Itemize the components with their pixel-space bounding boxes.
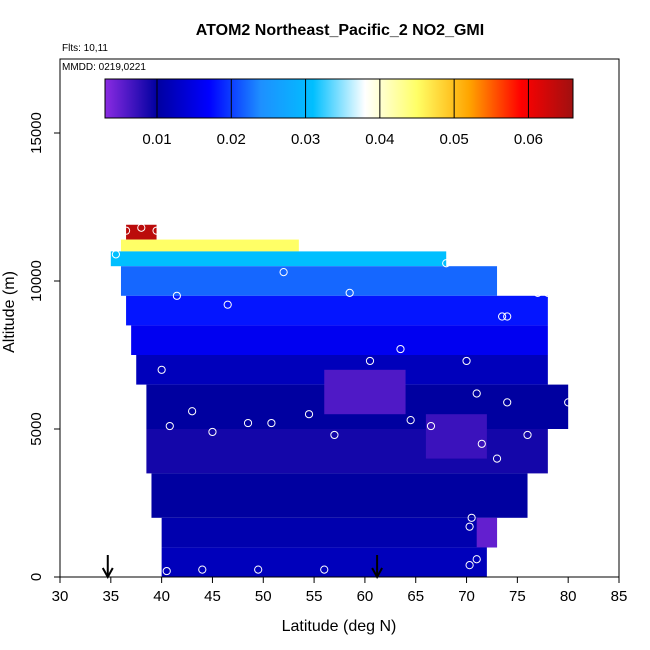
- x-tick-label: 35: [102, 588, 119, 605]
- sample-point: [492, 454, 502, 463]
- y-tick-label: 5000: [28, 412, 45, 445]
- y-tick-label: 0: [28, 573, 45, 581]
- y-tick-label: 10000: [28, 260, 45, 302]
- sample-point: [396, 344, 405, 354]
- sample-point: [503, 276, 512, 286]
- sample-point: [498, 312, 507, 321]
- colorbar-tick-label: 0.05: [440, 131, 469, 148]
- x-tick-label: 55: [306, 588, 323, 605]
- sample-point: [152, 226, 161, 235]
- sample-point: [330, 430, 339, 440]
- heatmap-cell: [161, 517, 498, 548]
- sample-point: [365, 356, 375, 366]
- sample-point: [462, 356, 471, 366]
- sample-point: [111, 250, 121, 259]
- colorbar-tick-label: 0.01: [142, 131, 171, 148]
- sample-point: [157, 365, 166, 374]
- sample-point: [503, 398, 512, 407]
- colorbar-tick-label: 0.06: [514, 131, 543, 148]
- colorbar-tick-label: 0.03: [291, 131, 320, 148]
- heatmap-cell: [110, 251, 447, 267]
- sample-point: [320, 565, 329, 574]
- heatmap-cell: [120, 239, 299, 252]
- x-tick-label: 65: [407, 588, 424, 605]
- colorbar-tick-label: 0.04: [365, 131, 394, 148]
- sample-point: [345, 288, 354, 297]
- sample-point: [254, 565, 263, 574]
- sample-point: [477, 439, 486, 448]
- heatmap-cells: [110, 224, 569, 577]
- sample-point: [564, 398, 573, 407]
- heatmap-cell: [126, 224, 157, 240]
- x-tick-label: 80: [560, 588, 577, 605]
- sample-point: [523, 430, 532, 440]
- x-tick-label: 60: [357, 588, 374, 605]
- heatmap-cell: [161, 547, 487, 577]
- chart-title: ATOM2 Northeast_Pacific_2 NO2_GMI: [196, 22, 484, 39]
- x-axis: 30 35 40 45 50 55 60 65 70 75 80 85: [52, 577, 628, 605]
- dates-label: MMDD: 0219,0221: [62, 62, 146, 73]
- heatmap-cell: [324, 369, 406, 415]
- y-axis-label: Altitude (m): [1, 271, 18, 353]
- flight-points: [111, 223, 573, 576]
- sample-point: [279, 268, 288, 277]
- arrow-head: [371, 567, 383, 580]
- colorbar: 0.01 0.02 0.03 0.04 0.05 0.06: [104, 78, 574, 148]
- sample-point: [208, 427, 217, 437]
- sample-point: [243, 418, 253, 428]
- arrow-head: [101, 567, 114, 580]
- heatmap-cell: [425, 414, 487, 459]
- heatmap-cell: [146, 429, 548, 474]
- colorbar-tick-label: 0.02: [217, 131, 246, 148]
- sample-point: [137, 223, 146, 232]
- flights-label: Flts: 10,11: [62, 43, 108, 54]
- sample-point: [426, 421, 436, 431]
- y-axis: 0 5000 10000 15000: [28, 112, 60, 581]
- sample-point: [198, 565, 207, 574]
- sample-point: [472, 389, 481, 398]
- sample-point: [188, 407, 197, 416]
- heatmap-cell: [476, 517, 498, 548]
- sample-point: [503, 312, 512, 321]
- sample-point: [267, 418, 276, 428]
- x-tick-label: 45: [204, 588, 221, 605]
- x-tick-label: 85: [611, 588, 628, 605]
- sample-point: [172, 291, 181, 300]
- sample-point: [442, 259, 451, 268]
- x-tick-label: 70: [458, 588, 475, 605]
- x-tick-label: 75: [509, 588, 526, 605]
- sample-point: [472, 555, 481, 564]
- y-tick-label: 15000: [28, 112, 45, 154]
- sample-point: [467, 513, 476, 522]
- heatmap-cell: [120, 266, 498, 296]
- plot-frame: [59, 58, 620, 578]
- location-arrows: [101, 555, 383, 580]
- sample-point: [406, 416, 415, 425]
- sample-point: [121, 226, 131, 235]
- sample-point: [165, 421, 174, 431]
- heatmap-cell: [151, 473, 528, 518]
- heatmap-cell: [131, 325, 548, 355]
- sample-point: [533, 288, 542, 297]
- sample-point: [465, 561, 474, 570]
- sample-point: [543, 288, 552, 297]
- x-axis-label: Latitude (deg N): [282, 618, 397, 635]
- sample-point: [465, 522, 474, 531]
- x-tick-label: 50: [255, 588, 272, 605]
- sample-point: [304, 410, 314, 419]
- x-tick-label: 30: [52, 588, 69, 605]
- sample-point: [223, 300, 232, 309]
- x-tick-label: 40: [153, 588, 170, 605]
- heatmap-cell: [126, 295, 548, 326]
- sample-point: [162, 566, 171, 576]
